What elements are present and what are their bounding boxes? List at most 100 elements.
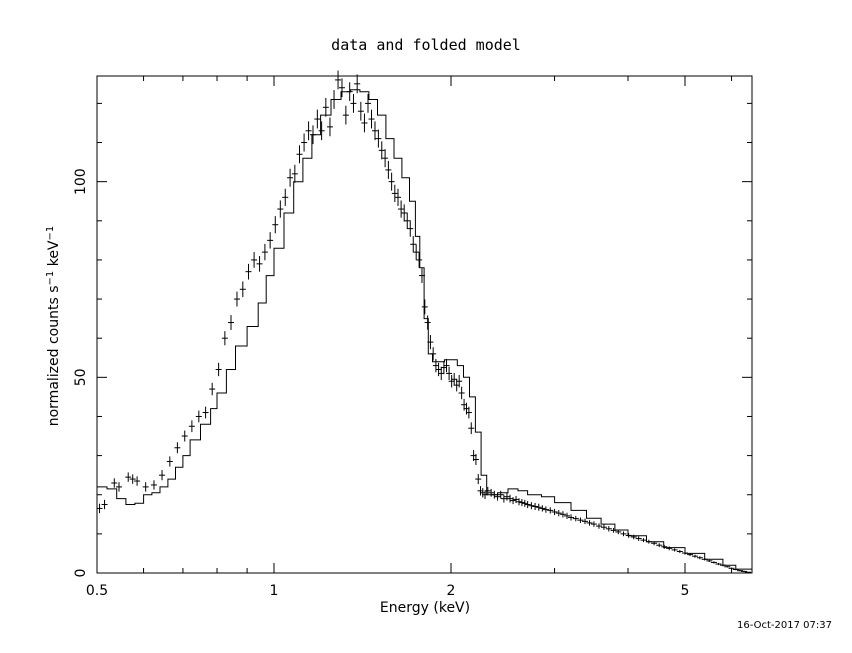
y-axis-label-exp2: −1 [45,226,56,241]
data-point [518,499,525,507]
data-point [715,562,722,566]
data-point [701,558,708,561]
data-point [640,538,647,543]
data-point [515,498,522,506]
x-tick-label: 2 [447,583,456,599]
data-point [331,90,338,109]
data-point [551,508,558,516]
data-point [394,188,401,206]
data-point [745,571,752,573]
data-point [354,74,361,94]
data-point [719,563,726,567]
data-point [687,553,694,557]
data-point [510,497,517,505]
data-point [111,478,118,488]
data-point [398,200,405,218]
data-point [195,410,202,423]
data-point [528,502,535,510]
data-point [365,94,372,113]
data-point [572,515,579,522]
data-point [507,494,514,503]
data-point [706,559,713,563]
data-point [456,374,463,388]
data-point [427,335,434,350]
data-point [318,121,325,141]
data-point [475,473,482,485]
data-point [435,362,442,377]
data-point [416,252,423,268]
data-point [305,121,312,141]
y-axis-label: normalized counts s−1 keV−1 [45,226,63,427]
data-point [116,482,123,492]
data-point [724,565,731,568]
folded-model-line [97,89,753,572]
plot-frame [96,75,753,574]
data-point [101,499,108,510]
data-point [430,347,437,361]
data-point [547,507,554,514]
data-point [630,534,637,540]
data-point [535,503,542,511]
data-point [291,164,298,183]
data-point [418,268,425,284]
y-tick-label: 50 [73,368,89,386]
data-point [267,232,274,249]
data-point [342,105,349,125]
data-point [524,500,531,509]
data-point [142,482,149,492]
data-point [542,506,549,513]
x-tick-label: 1 [270,583,279,599]
data-point [371,121,378,141]
data-point [335,70,342,90]
data-point [134,476,141,486]
data-point [555,509,562,517]
x-axis-ticks [96,76,733,573]
data-point [482,490,489,500]
x-axis-label: Energy (keV) [380,600,470,616]
data-point [174,442,181,454]
data-point [166,456,173,467]
data-point [272,216,279,234]
data-point [188,420,195,433]
data-point [361,113,368,133]
data-point [656,543,663,548]
data-point [382,149,389,168]
data-point [500,494,507,503]
data-point [432,358,439,373]
data-point [227,315,234,330]
data-point [595,523,602,529]
data-point [314,109,321,129]
data-point [215,362,222,377]
data-point [350,94,357,113]
data-point [494,492,501,501]
data-point [635,536,642,541]
data-point [424,315,431,330]
data-point [488,488,495,497]
data-point [472,454,479,465]
y-axis-label-base: normalized counts s [46,285,62,426]
data-point [645,539,652,544]
data-point [125,472,132,482]
data-point [209,382,216,396]
data-points-series [96,70,752,573]
data-point [301,133,308,152]
folded-model-series [97,89,753,572]
data-point [661,544,668,549]
data-point [568,514,575,521]
data-point [564,512,571,519]
data-point [651,541,658,546]
data-point [413,244,420,260]
data-point [605,526,612,532]
data-point [732,568,739,571]
data-point [368,109,375,129]
y-axis-ticks [97,102,752,574]
data-point [559,511,566,518]
data-point [586,520,593,526]
data-point [129,474,136,484]
data-point [625,533,632,538]
data-point [282,188,289,206]
data-point [378,141,385,160]
data-point [245,263,252,280]
data-point [532,502,539,510]
data-point [388,172,395,191]
